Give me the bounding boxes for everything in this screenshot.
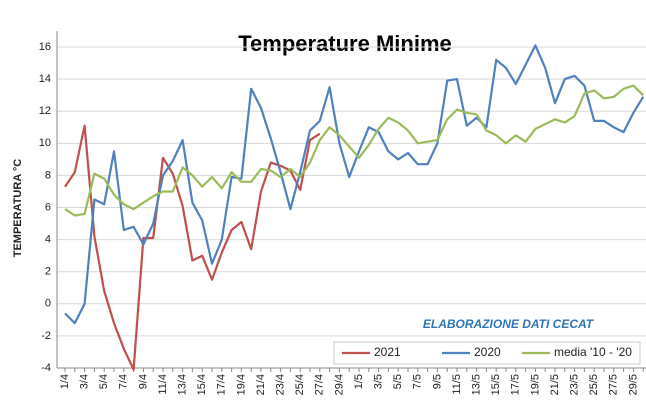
y-tick-label: 2: [45, 266, 51, 278]
x-tick-label: 7/5: [412, 374, 424, 389]
y-axis-label: TEMPERATURA °C: [12, 159, 24, 258]
x-tick-label: 27/4: [314, 374, 326, 395]
x-tick-label: 1/4: [59, 374, 71, 389]
y-tick-label: 14: [39, 73, 51, 85]
x-tick-label: 29/5: [627, 374, 639, 395]
x-tick-label: 3/5: [373, 374, 385, 389]
x-tick-label: 13/5: [471, 374, 483, 395]
y-tick-label: -2: [41, 330, 51, 342]
legend-label: 2021: [374, 345, 401, 359]
y-tick-label: 12: [39, 105, 51, 117]
x-tick-label: 5/4: [98, 374, 110, 389]
chart-title: Temperature Minime: [238, 31, 452, 56]
x-tick-label: 27/5: [608, 374, 620, 395]
legend-box: [333, 341, 641, 365]
x-tick-label: 1/5: [353, 374, 365, 389]
x-tick-label: 11/4: [157, 374, 169, 395]
x-tick-label: 29/4: [333, 374, 345, 395]
x-tick-label: 7/4: [118, 374, 130, 389]
x-tick-label: 21/4: [255, 374, 267, 395]
x-tick-label: 19/5: [529, 374, 541, 395]
x-tick-label: 9/5: [431, 374, 443, 389]
legend-label: 2020: [474, 345, 501, 359]
x-tick-label: 23/5: [569, 374, 581, 395]
y-tick-label: 0: [45, 298, 51, 310]
y-tick-label: 6: [45, 201, 51, 213]
x-tick-label: 5/5: [392, 374, 404, 389]
x-tick-label: 3/4: [79, 374, 91, 389]
x-tick-label: 25/4: [294, 374, 306, 395]
x-tick-label: 25/5: [588, 374, 600, 395]
x-tick-label: 17/5: [510, 374, 522, 395]
x-tick-label: 21/5: [549, 374, 561, 395]
series-line: [64, 44, 645, 325]
x-tick-label: 19/4: [235, 374, 247, 395]
series-line: [64, 84, 644, 217]
y-tick-label: -4: [41, 362, 51, 374]
y-tick-label: 8: [45, 169, 51, 181]
y-tick-label: 4: [45, 234, 51, 246]
legend: 2021 2020 media '10 - '20: [333, 341, 641, 365]
x-tick-label: 17/4: [216, 374, 228, 395]
y-tick-label: 16: [39, 41, 51, 53]
x-tick-label: 15/5: [490, 374, 502, 395]
annotation: ELABORAZIONE DATI CECAT: [423, 317, 595, 331]
x-tick-label: 11/5: [451, 374, 463, 395]
x-tick-label: 15/4: [196, 374, 208, 395]
x-tick-label: 9/4: [137, 374, 149, 389]
x-tick-label: 13/4: [177, 374, 189, 395]
legend-label: media '10 - '20: [554, 345, 632, 359]
y-tick-label: 10: [39, 137, 51, 149]
x-tick-label: 23/4: [275, 374, 287, 395]
